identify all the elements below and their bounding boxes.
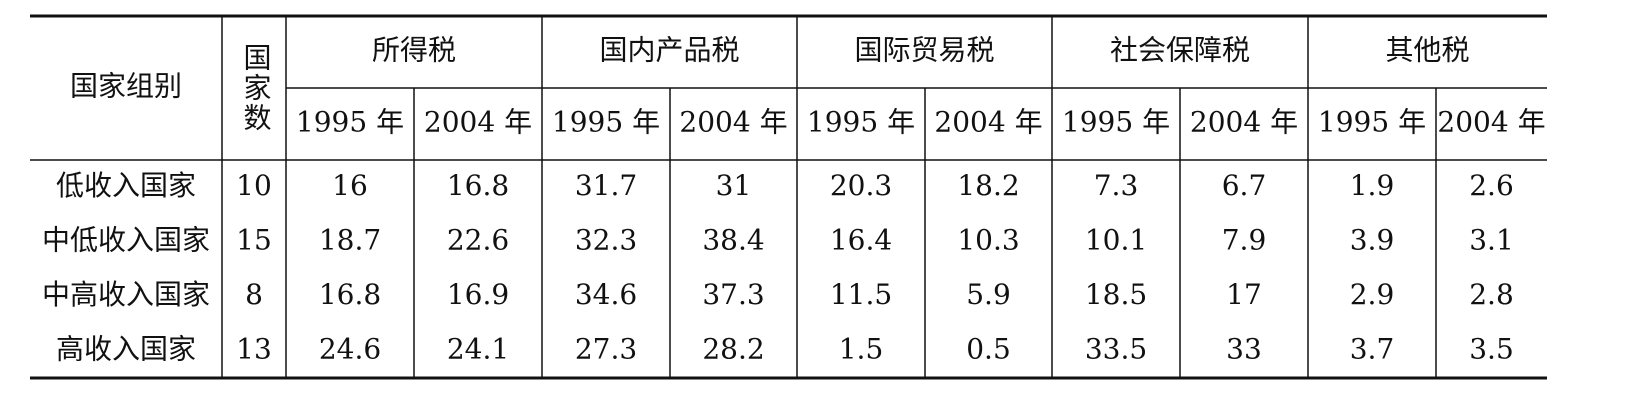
cell: 7.9 xyxy=(1222,223,1267,256)
cell: 33 xyxy=(1226,332,1262,365)
cell: 33.5 xyxy=(1085,332,1147,365)
cell: 34.6 xyxy=(575,278,637,311)
header-cell: 2004 年 xyxy=(679,106,787,139)
header-cell: 国家数 xyxy=(240,43,273,133)
header-cell: 2004 年 xyxy=(934,106,1042,139)
header-cell: 1995 年 xyxy=(1062,106,1170,139)
cell: 16.4 xyxy=(830,223,892,256)
cell: 18.7 xyxy=(319,223,381,256)
cell: 10 xyxy=(236,169,272,202)
cell: 3.7 xyxy=(1350,332,1395,365)
cell: 16.8 xyxy=(447,169,509,202)
cell: 6.7 xyxy=(1222,169,1267,202)
cell: 31 xyxy=(716,169,752,202)
header-cell: 2004 年 xyxy=(424,106,532,139)
header-cell: 1995 年 xyxy=(807,106,915,139)
cell: 8 xyxy=(245,278,263,311)
header-cell: 1995 年 xyxy=(552,106,660,139)
cell: 32.3 xyxy=(575,223,637,256)
cell: 31.7 xyxy=(575,169,637,202)
cell: 16.9 xyxy=(447,278,509,311)
cell: 1.9 xyxy=(1350,169,1395,202)
cell: 中高收入国家 xyxy=(42,278,210,311)
header-cell: 国内产品税 xyxy=(599,34,739,67)
cell: 38.4 xyxy=(702,223,764,256)
header-cell: 所得税 xyxy=(372,34,456,67)
header-cell: 社会保障税 xyxy=(1110,34,1250,67)
cell: 15 xyxy=(236,223,272,256)
cell: 2.8 xyxy=(1469,278,1514,311)
cell: 3.5 xyxy=(1469,332,1514,365)
cell: 16 xyxy=(332,169,368,202)
header-cell: 1995 年 xyxy=(296,106,404,139)
cell: 11.5 xyxy=(830,278,892,311)
cell: 18.2 xyxy=(957,169,1019,202)
cell: 27.3 xyxy=(575,332,637,365)
cell: 20.3 xyxy=(830,169,892,202)
cell: 37.3 xyxy=(702,278,764,311)
cell: 0.5 xyxy=(966,332,1011,365)
cell: 24.6 xyxy=(319,332,381,365)
cell: 2.9 xyxy=(1350,278,1395,311)
cell: 22.6 xyxy=(447,223,509,256)
cell: 13 xyxy=(236,332,272,365)
cell: 3.1 xyxy=(1469,223,1514,256)
cell: 16.8 xyxy=(319,278,381,311)
cell: 7.3 xyxy=(1094,169,1139,202)
cell: 28.2 xyxy=(702,332,764,365)
cell: 10.1 xyxy=(1085,223,1147,256)
header-cell: 2004 年 xyxy=(1190,106,1298,139)
cell: 18.5 xyxy=(1085,278,1147,311)
cell: 3.9 xyxy=(1350,223,1395,256)
cell: 17 xyxy=(1226,278,1262,311)
header-cell: 国家组别 xyxy=(70,70,182,103)
cell: 2.6 xyxy=(1469,169,1514,202)
header-cell: 1995 年 xyxy=(1318,106,1426,139)
cell: 5.9 xyxy=(966,278,1011,311)
header-cell: 2004 年 xyxy=(1437,106,1545,139)
cell: 10.3 xyxy=(957,223,1019,256)
cell: 24.1 xyxy=(447,332,509,365)
cell: 低收入国家 xyxy=(56,169,196,202)
cell: 中低收入国家 xyxy=(42,223,210,256)
cell: 1.5 xyxy=(839,332,884,365)
cell: 高收入国家 xyxy=(56,332,196,365)
header-cell: 国际贸易税 xyxy=(854,34,994,67)
header-cell: 其他税 xyxy=(1385,34,1469,67)
